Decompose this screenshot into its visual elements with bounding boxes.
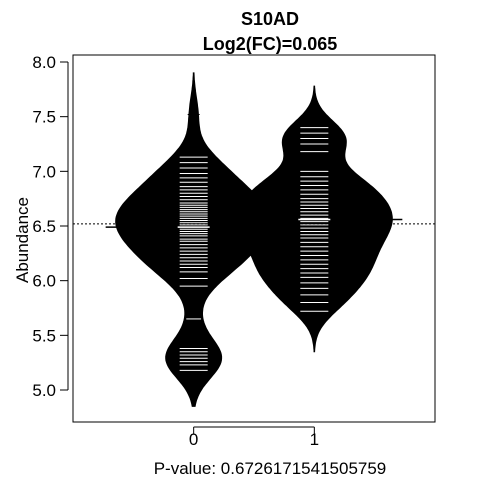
y-tick-label: 5.5	[32, 326, 56, 345]
y-axis-label: Abundance	[13, 197, 32, 283]
y-tick-label: 7.0	[32, 162, 56, 181]
y-tick-label: 5.0	[32, 381, 56, 400]
y-tick-label: 8.0	[32, 53, 56, 72]
y-tick-label: 7.5	[32, 108, 56, 127]
overlay-layer	[73, 218, 435, 228]
y-tick-label: 6.5	[32, 217, 56, 236]
beans-layer	[115, 72, 393, 407]
y-tick-label: 6.0	[32, 272, 56, 291]
x-axis-label: P-value: 0.6726171541505759	[154, 459, 387, 478]
x-tick-label: 1	[310, 430, 319, 449]
chart-subtitle: Log2(FC)=0.065	[203, 34, 338, 54]
plot-frame	[72, 54, 436, 423]
x-tick-label: 0	[189, 430, 198, 449]
y-axis: 5.0 5.5 6.0 6.5 7.0 7.5 8.0	[32, 53, 69, 400]
bean-0	[115, 72, 273, 407]
chart-title: S10AD	[241, 9, 299, 29]
